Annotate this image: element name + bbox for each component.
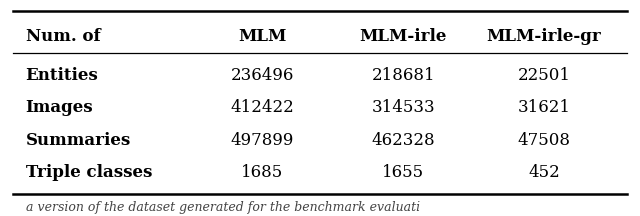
Text: 31621: 31621 xyxy=(518,100,570,116)
Text: Triple classes: Triple classes xyxy=(26,164,152,181)
Text: Images: Images xyxy=(26,100,93,116)
Text: 22501: 22501 xyxy=(518,67,570,84)
Text: 47508: 47508 xyxy=(518,132,570,149)
Text: 412422: 412422 xyxy=(230,100,294,116)
Text: 452: 452 xyxy=(528,164,560,181)
Text: 462328: 462328 xyxy=(371,132,435,149)
Text: 314533: 314533 xyxy=(371,100,435,116)
Text: a version of the dataset generated for the benchmark evaluati: a version of the dataset generated for t… xyxy=(26,201,420,214)
Text: 497899: 497899 xyxy=(230,132,294,149)
Text: MLM-irle: MLM-irle xyxy=(360,28,447,45)
Text: 218681: 218681 xyxy=(371,67,435,84)
Text: MLM: MLM xyxy=(238,28,287,45)
Text: Entities: Entities xyxy=(26,67,99,84)
Text: 236496: 236496 xyxy=(230,67,294,84)
Text: MLM-irle-gr: MLM-irle-gr xyxy=(486,28,602,45)
Text: 1685: 1685 xyxy=(241,164,284,181)
Text: 1655: 1655 xyxy=(382,164,424,181)
Text: Num. of: Num. of xyxy=(26,28,100,45)
Text: Summaries: Summaries xyxy=(26,132,131,149)
